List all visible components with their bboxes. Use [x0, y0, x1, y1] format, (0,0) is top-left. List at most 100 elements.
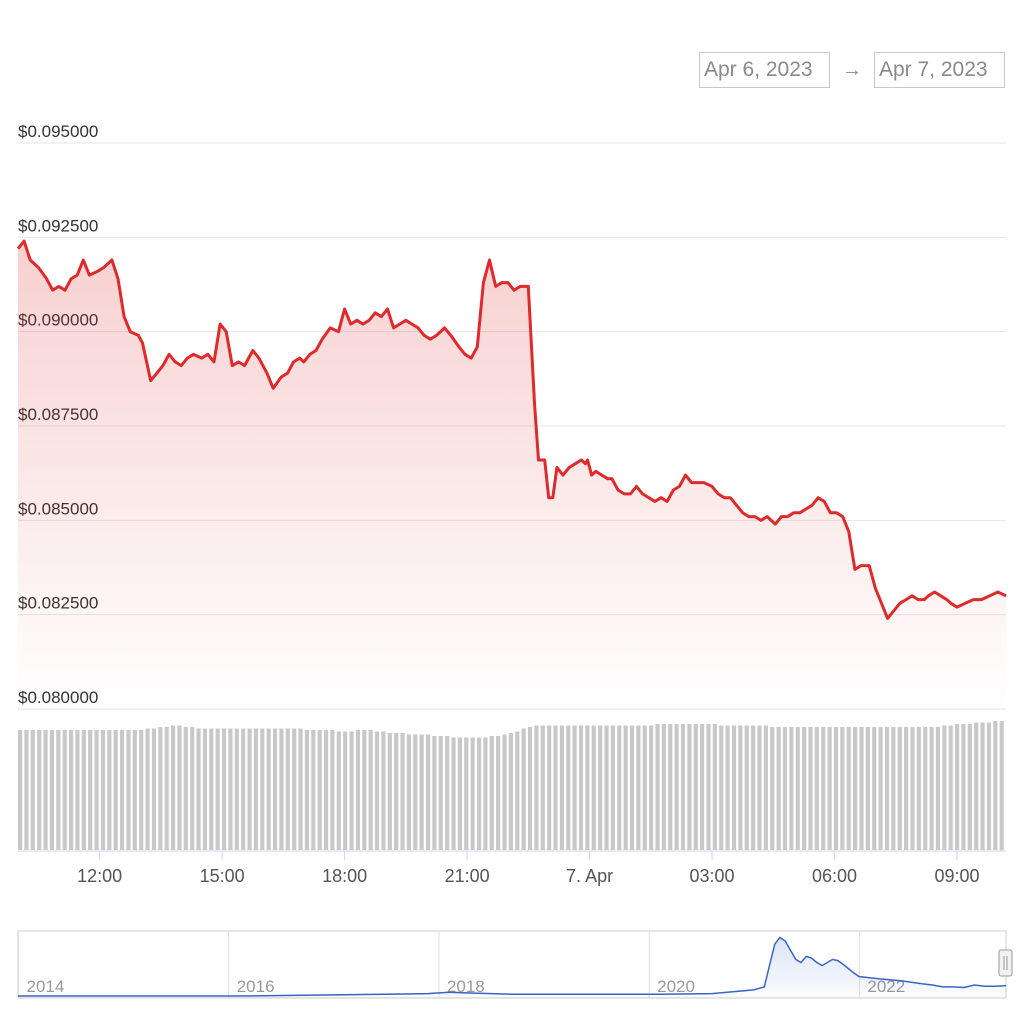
- range-to-input[interactable]: Apr 7, 2023: [874, 52, 1005, 88]
- volume-bar: [795, 727, 800, 850]
- volume-bar: [151, 728, 157, 850]
- volume-bar: [553, 725, 558, 850]
- volume-bar: [68, 730, 74, 850]
- volume-bar: [413, 734, 418, 850]
- volume-bar: [751, 725, 756, 850]
- navigator-series-line: [18, 936, 1007, 997]
- volume-bar: [209, 728, 214, 850]
- volume-bar: [916, 727, 921, 850]
- volume-bar: [572, 725, 577, 850]
- volume-bar: [585, 725, 590, 850]
- volume-bar: [81, 730, 86, 850]
- volume-bar: [680, 724, 686, 850]
- volume-bar: [476, 737, 482, 850]
- volume-bar: [330, 730, 335, 850]
- range-arrow: →: [842, 58, 862, 81]
- navigator-year-label: 2018: [447, 977, 485, 996]
- volume-bar: [610, 725, 615, 850]
- volume-bar: [891, 727, 896, 850]
- volume-bar: [451, 737, 456, 850]
- date-range-selector: Apr 6, 2023 → Apr 7, 2023: [699, 52, 1005, 88]
- volume-bar: [425, 734, 431, 850]
- volume-bar: [56, 730, 61, 850]
- volume-bar: [464, 737, 469, 850]
- volume-bar: [368, 730, 373, 850]
- volume-bar: [910, 727, 915, 850]
- x-tick-label: 7. Apr: [566, 866, 613, 886]
- volume-bar: [763, 725, 768, 850]
- volume-bar: [655, 724, 660, 850]
- volume-bar: [336, 731, 341, 850]
- volume-bar: [725, 725, 730, 850]
- volume-bar: [693, 724, 698, 850]
- volume-bar: [183, 727, 188, 850]
- volume-bar: [802, 727, 807, 850]
- volume-bar: [502, 734, 507, 850]
- volume-bar: [215, 728, 220, 850]
- volume-bar: [285, 728, 290, 850]
- volume-bar: [700, 724, 705, 850]
- volume-bar: [649, 725, 654, 850]
- volume-bar: [266, 728, 271, 850]
- x-tick-label: 21:00: [445, 866, 490, 886]
- volume-bar: [853, 727, 858, 850]
- volume-bar: [929, 727, 934, 850]
- volume-bar: [234, 728, 239, 850]
- navigator[interactable]: 20142016201820202022: [17, 930, 1013, 999]
- volume-bar: [37, 730, 42, 850]
- volume-bar: [18, 730, 23, 850]
- volume-bar: [833, 727, 839, 850]
- volume-bar: [540, 725, 545, 850]
- volume-bar: [228, 728, 233, 850]
- volume-bar: [884, 727, 890, 850]
- volume-bar: [789, 727, 794, 850]
- volume-bar: [317, 730, 322, 850]
- volume-bar: [923, 727, 928, 850]
- volume-bar: [534, 725, 539, 850]
- volume-bar: [719, 725, 724, 850]
- volume-bar: [521, 728, 526, 850]
- volume-bar: [343, 731, 348, 850]
- x-tick-label: 09:00: [934, 866, 979, 886]
- volume-bar: [438, 736, 443, 850]
- volume-bar: [674, 724, 679, 850]
- volume-bar: [808, 727, 813, 850]
- volume-bar: [445, 736, 450, 850]
- volume-bar: [43, 730, 48, 850]
- volume-bar: [840, 727, 845, 850]
- volume-bar: [967, 724, 972, 850]
- volume-bar: [712, 724, 717, 850]
- volume-bar: [687, 724, 692, 850]
- volume-bar: [878, 727, 883, 850]
- volume-bar: [642, 725, 647, 850]
- volume-bar: [814, 727, 819, 850]
- navigator-year-label: 2014: [27, 977, 65, 996]
- x-tick-label: 12:00: [77, 866, 122, 886]
- volume-bar: [432, 736, 437, 850]
- navigator-area: [18, 937, 1006, 998]
- volume-bar: [604, 725, 609, 850]
- volume-bar: [904, 727, 909, 850]
- volume-bar: [980, 722, 985, 850]
- volume-bar: [859, 727, 864, 850]
- volume-bar: [974, 722, 979, 850]
- navigator-handle[interactable]: [998, 949, 1013, 977]
- volume-bar: [483, 737, 488, 850]
- range-from-input[interactable]: Apr 6, 2023: [699, 52, 830, 88]
- volume-bar: [406, 734, 411, 850]
- volume-bar: [623, 725, 628, 850]
- volume-bar: [30, 730, 35, 850]
- volume-bar: [821, 727, 826, 850]
- volume-bar: [598, 725, 603, 850]
- volume-bar: [190, 727, 195, 850]
- volume-bar: [139, 730, 144, 850]
- volume-bar: [158, 727, 163, 850]
- volume-bar: [827, 727, 832, 850]
- volume-bar: [508, 733, 513, 850]
- volume-bar: [935, 727, 941, 850]
- volume-bar: [578, 725, 584, 850]
- volume-bar: [559, 725, 564, 850]
- volume-bar: [515, 731, 520, 850]
- x-tick-label: 06:00: [812, 866, 857, 886]
